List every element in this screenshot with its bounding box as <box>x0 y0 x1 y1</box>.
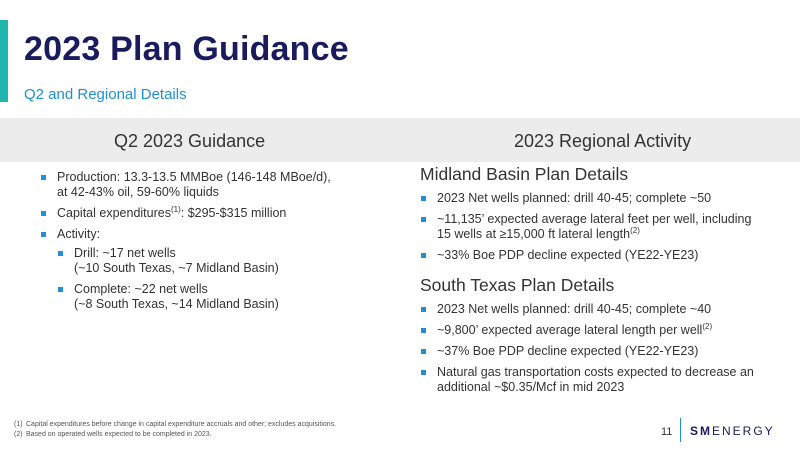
south-texas-bullet-gas: Natural gas transportation costs expecte… <box>420 365 790 395</box>
midland-bullet-lateral: ~11,135’ expected average lateral feet p… <box>420 212 790 242</box>
footnotes: (1) Capital expenditures before change in… <box>14 420 336 440</box>
footnote-2: (2) Based on operated wells expected to b… <box>14 431 212 438</box>
slide-subtitle: Q2 and Regional Details <box>24 86 187 103</box>
complete-bullet: Complete: ~22 net wells (~8 South Texas,… <box>57 282 400 312</box>
production-bullet: Production: 13.3-13.5 MMBoe (146-148 MBo… <box>40 170 400 200</box>
activity-sublist: Drill: ~17 net wells (~10 South Texas, ~… <box>57 246 400 312</box>
q2-guidance-list: Production: 13.3-13.5 MMBoe (146-148 MBo… <box>40 170 400 312</box>
capex-bullet: Capital expenditures(1): $295-$315 milli… <box>40 204 400 221</box>
footer-divider <box>680 418 681 442</box>
title-accent-bar <box>0 20 8 102</box>
drill-bullet: Drill: ~17 net wells (~10 South Texas, ~… <box>57 246 400 276</box>
header-band <box>0 118 800 162</box>
q2-guidance-column: Production: 13.3-13.5 MMBoe (146-148 MBo… <box>40 170 400 318</box>
footnote-ref-1: (1) <box>170 204 181 214</box>
left-column-heading: Q2 2023 Guidance <box>114 131 266 151</box>
sm-energy-logo: SMENERGY <box>690 424 775 438</box>
regional-activity-column: Midland Basin Plan Details 2023 Net well… <box>420 164 790 401</box>
activity-bullet: Activity: Drill: ~17 net wells (~10 Sout… <box>40 227 400 312</box>
midland-bullet-wells: 2023 Net wells planned: drill 40-45; com… <box>420 191 790 206</box>
midland-section-title: Midland Basin Plan Details <box>420 164 629 184</box>
south-texas-section-title: South Texas Plan Details <box>420 275 615 295</box>
midland-bullet-decline: ~33% Boe PDP decline expected (YE22-YE23… <box>420 248 790 263</box>
midland-list: 2023 Net wells planned: drill 40-45; com… <box>420 191 790 263</box>
south-texas-list: 2023 Net wells planned: drill 40-45; com… <box>420 302 790 395</box>
footnote-ref-2: (2) <box>630 225 640 235</box>
south-texas-bullet-decline: ~37% Boe PDP decline expected (YE22-YE23… <box>420 344 790 359</box>
south-texas-bullet-wells: 2023 Net wells planned: drill 40-45; com… <box>420 302 790 317</box>
right-column-heading: 2023 Regional Activity <box>514 131 692 151</box>
page-number: 11 <box>661 426 673 438</box>
footnote-ref-2: (2) <box>702 321 713 331</box>
south-texas-bullet-lateral: ~9,800’ expected average lateral length … <box>420 321 790 338</box>
slide-title: 2023 Plan Guidance <box>24 30 349 68</box>
footnote-1: (1) Capital expenditures before change in… <box>14 421 337 428</box>
